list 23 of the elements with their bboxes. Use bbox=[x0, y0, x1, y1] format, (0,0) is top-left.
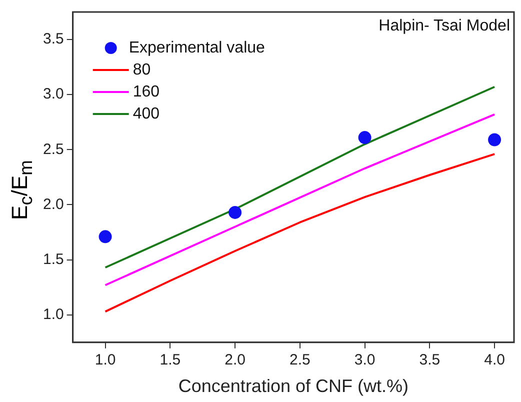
point bbox=[488, 133, 502, 146]
legend-label: 400 bbox=[132, 105, 160, 122]
y-tick-label: 3.0 bbox=[42, 86, 64, 103]
x-tick-label: 4.0 bbox=[484, 352, 505, 369]
x-tick-label: 3.0 bbox=[354, 352, 376, 369]
x-tick-label: 2.5 bbox=[289, 352, 310, 369]
y-tick-label: 2.0 bbox=[42, 196, 64, 213]
point bbox=[98, 230, 112, 244]
point bbox=[358, 131, 372, 144]
y-tick-label: 2.5 bbox=[42, 140, 64, 158]
x-tick-label: 2.0 bbox=[224, 352, 246, 369]
legend-label: Experimental value bbox=[128, 39, 266, 56]
annotation: Halpin- Tsai Model bbox=[378, 17, 510, 34]
legend-label: 80 bbox=[132, 61, 151, 78]
legend-label: 160 bbox=[132, 83, 160, 100]
x-axis-title: Concentration of CNF (wt.%) bbox=[178, 376, 408, 396]
y-tick-label: 1.5 bbox=[42, 250, 64, 268]
point bbox=[228, 206, 242, 219]
x-tick-label: 1.0 bbox=[94, 352, 116, 369]
x-tick-label: 3.5 bbox=[419, 352, 440, 369]
y-tick-label: 3.5 bbox=[42, 30, 64, 48]
x-tick-label: 1.5 bbox=[160, 352, 181, 369]
y-tick-label: 1.0 bbox=[42, 306, 64, 324]
